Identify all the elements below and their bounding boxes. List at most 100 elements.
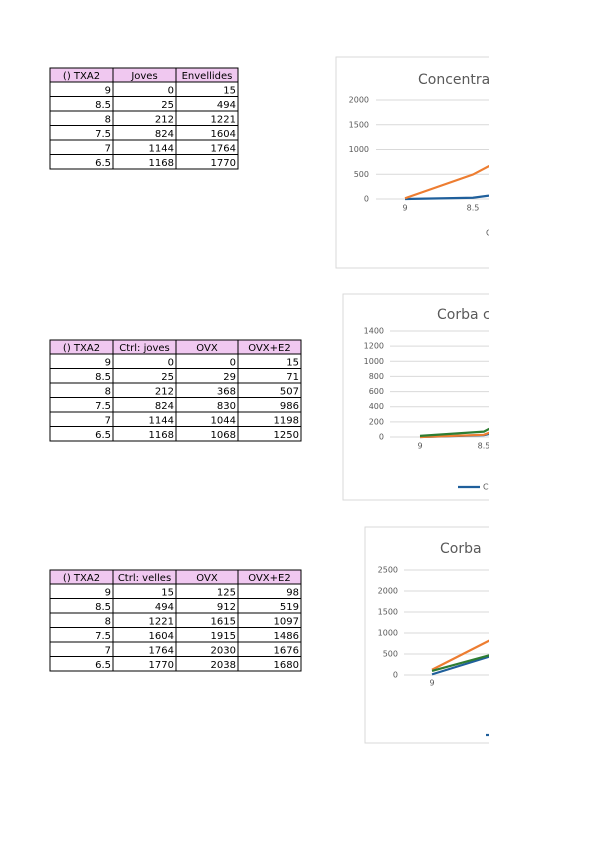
chart: Concentra 0 500 1000 1500 2000 9 8.5 C [335,56,492,269]
header-text: OVX+E2 [248,343,290,354]
y-tick-label: 2000 [378,587,398,596]
legend-label: C [483,483,489,492]
cell-text: 1097 [274,616,299,627]
cell [49,411,114,427]
cell-text: 8.5 [95,100,111,111]
cell [49,139,114,155]
y-tick-label: 800 [369,372,384,381]
cell-text: 98 [286,587,299,598]
cell-text: 2038 [211,660,236,671]
x-tick-label: 9 [429,679,434,688]
x-tick-label: 8.5 [478,442,491,451]
y-tick-label: 1500 [378,608,398,617]
cell-text: 15 [161,587,174,598]
cell-text: 8.5 [95,602,111,613]
cell-text: 212 [155,114,174,125]
chart-frame [342,293,489,501]
cell [175,154,239,170]
x-tick-label: 8.5 [467,204,480,213]
y-tick-label: 500 [383,650,398,659]
cell-text: 8 [105,114,111,125]
y-tick-label: 0 [379,433,384,442]
cell-text: 7 [105,143,111,154]
cell-text: 368 [217,386,236,397]
y-tick-label: 0 [364,195,369,204]
cell-text: 15 [223,85,236,96]
chart-frame [335,56,489,269]
chart: Corba 0 500 1000 1500 2000 2500 9 [364,526,489,744]
chart-title: Corba c [437,307,491,323]
series-line [431,639,489,671]
cell-text: 7.5 [95,401,111,412]
cell-text: 1604 [211,129,236,140]
cell [49,81,114,97]
y-tick-label: 1500 [349,120,369,129]
cell-text: 519 [280,602,299,613]
cell-text: 1764 [211,143,236,154]
cell-text: 1168 [149,158,174,169]
axis-title: C [486,229,492,238]
cell-text: 7 [105,645,111,656]
cell [237,656,302,672]
cell-text: 1068 [211,430,236,441]
cell-text: 1221 [149,616,174,627]
cell-text: 25 [161,100,174,111]
y-tick-label: 600 [369,387,384,396]
y-tick-label: 1000 [378,629,398,638]
cell-text: 212 [155,386,174,397]
cell-text: 1915 [211,631,236,642]
cell-text: 8 [105,616,111,627]
cell-text: 0 [230,357,236,368]
header-text: () TXA2 [63,343,100,354]
cell-text: 15 [286,357,299,368]
cell-text: 7.5 [95,631,111,642]
header-text: Envellides [182,71,233,82]
header-text: () TXA2 [63,573,100,584]
chart-title: Corba [440,541,482,557]
series-line [404,164,489,200]
cell-text: 830 [217,401,236,412]
x-tick-label: 9 [402,204,407,213]
chart-frame [364,526,489,744]
cell-text: 1144 [149,415,174,426]
series-line [431,655,489,676]
cell-text: 0 [168,357,174,368]
cell-text: 1486 [274,631,299,642]
y-tick-label: 500 [354,170,369,179]
y-tick-label: 2500 [378,566,398,575]
cell-text: 25 [161,372,174,383]
cell-text: 912 [217,602,236,613]
cell [112,81,177,97]
header-text: () TXA2 [63,71,100,82]
y-tick-label: 0 [393,671,398,680]
cell-text: 7.5 [95,129,111,140]
cell-text: 6.5 [95,158,111,169]
y-tick-label: 200 [369,417,384,426]
cell-text: 29 [223,372,236,383]
cell [237,426,302,442]
cell-text: 1168 [149,430,174,441]
cell-text: 71 [286,372,299,383]
cell-text: 9 [105,357,111,368]
cell [49,583,114,599]
cell-text: 9 [105,587,111,598]
cell-text: 1604 [149,631,174,642]
cell-text: 6.5 [95,660,111,671]
cell-text: 1770 [211,158,236,169]
cell-text: 494 [217,100,236,111]
cell-text: 1250 [274,430,299,441]
cell-text: 824 [155,401,174,412]
cell-text: 1221 [211,114,236,125]
cell-text: 1144 [149,143,174,154]
cell-text: 7 [105,415,111,426]
table: () TXA2 9 8.5 8 7.5 7 6.5 Ctrl: joves 0 25 212 824 1… [49,339,302,442]
cell-text: 2030 [211,645,236,656]
header-text: OVX+E2 [248,573,290,584]
chart-title: Concentra [418,72,490,88]
header-text: OVX [196,573,218,584]
cell-text: 1764 [149,645,174,656]
y-tick-label: 1000 [349,145,369,154]
y-tick-label: 400 [369,402,384,411]
